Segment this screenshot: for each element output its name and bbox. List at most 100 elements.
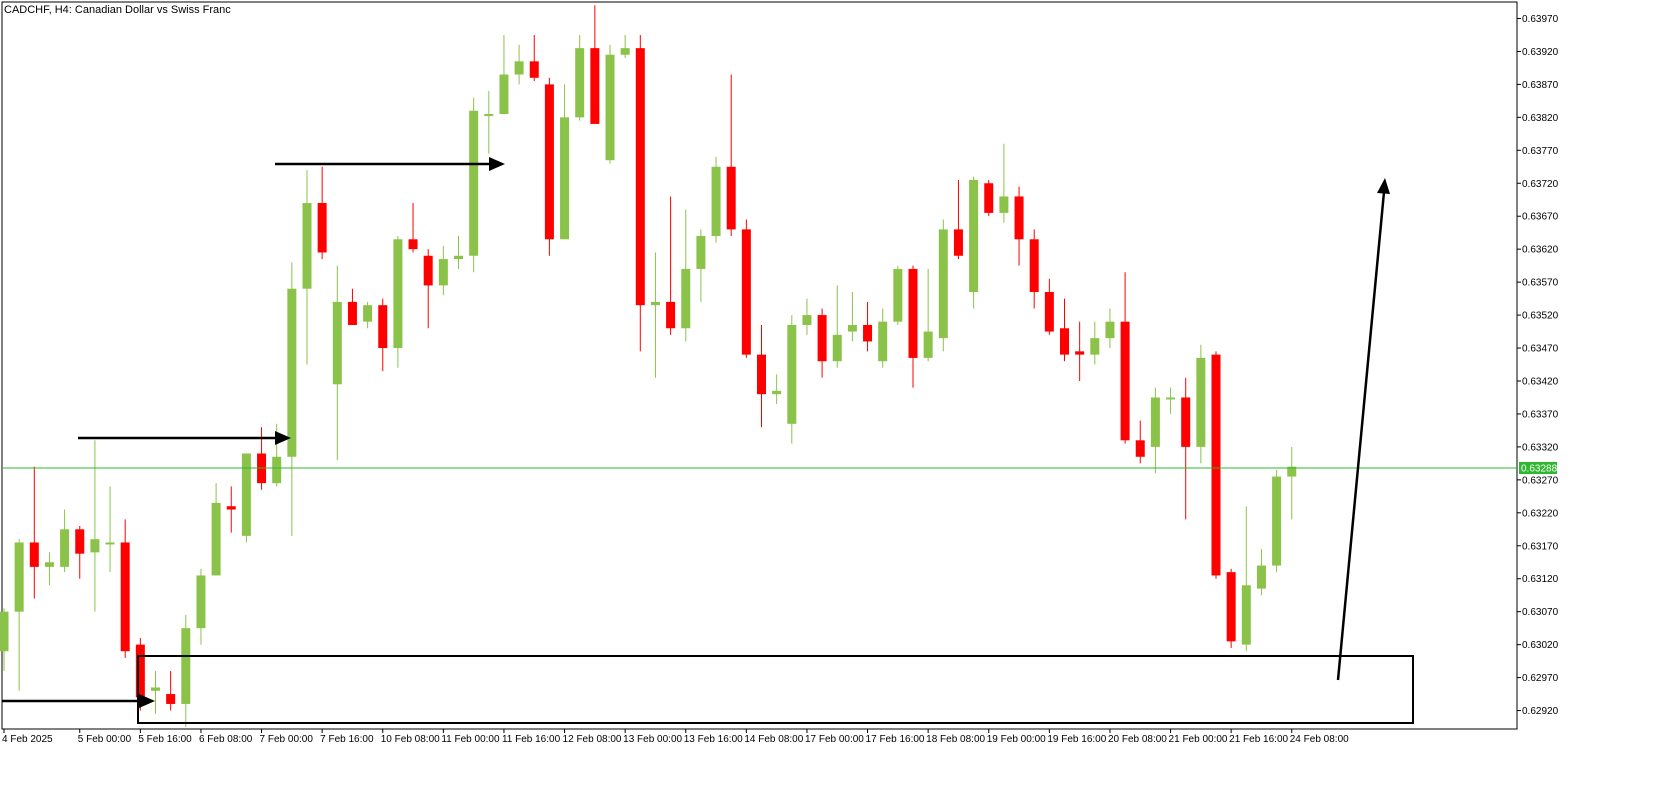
y-tick-label: 0.62920: [1522, 706, 1559, 717]
candle-body: [923, 331, 933, 358]
candle: [287, 262, 297, 536]
candle: [1029, 229, 1039, 309]
candle-body: [1241, 585, 1251, 645]
candle-body: [741, 229, 751, 355]
candle: [1287, 446, 1297, 520]
candle-body: [1044, 292, 1054, 332]
candle: [1256, 549, 1266, 596]
candle-body: [29, 542, 39, 567]
candle: [378, 298, 388, 372]
candle: [817, 308, 827, 378]
candle-body: [90, 539, 100, 553]
candles-layer: [0, 5, 1297, 728]
y-tick-label: 0.63070: [1522, 607, 1559, 618]
candle: [0, 608, 9, 671]
candle-body: [650, 301, 660, 306]
candle: [711, 156, 721, 243]
candle-body: [1014, 196, 1024, 240]
candle: [590, 5, 600, 124]
y-tick-label: 0.63420: [1522, 376, 1559, 387]
candle: [454, 235, 463, 269]
candle-body: [469, 110, 479, 256]
candle-body: [166, 694, 176, 704]
candle-body: [14, 542, 24, 612]
candle: [666, 196, 676, 335]
candle: [347, 288, 357, 325]
candle: [1135, 420, 1145, 464]
candle-body: [1150, 397, 1160, 447]
y-tick-label: 0.63270: [1522, 475, 1559, 486]
candle-body: [1226, 572, 1236, 642]
x-tick-label: 11 Feb 16:00: [502, 734, 561, 745]
candle-body: [484, 114, 494, 117]
candle-body: [666, 301, 676, 329]
x-tick-label: 10 Feb 08:00: [381, 734, 440, 745]
candle: [1150, 387, 1160, 474]
candle: [529, 34, 539, 82]
current-price-tag-bg: [1519, 461, 1557, 474]
x-tick-label: 17 Feb 00:00: [805, 734, 864, 745]
candle: [1272, 469, 1282, 573]
candle-body: [408, 239, 418, 250]
candle: [1044, 278, 1054, 335]
candle-body: [1211, 354, 1221, 576]
candle: [863, 301, 873, 352]
arrowhead-1: [489, 157, 505, 171]
candle-body: [272, 456, 282, 484]
candle: [908, 265, 918, 388]
candle-body: [832, 334, 842, 362]
candle: [772, 374, 782, 405]
candle: [832, 285, 842, 368]
candle: [1226, 568, 1236, 648]
x-tick-label: 21 Feb 00:00: [1169, 734, 1228, 745]
candle: [787, 315, 797, 444]
candle: [60, 509, 70, 573]
candle-body: [847, 324, 857, 332]
candle: [393, 235, 403, 368]
candle: [635, 34, 645, 352]
y-tick-label: 0.63320: [1522, 442, 1559, 453]
candle-body: [772, 390, 782, 395]
candle-body: [1166, 397, 1176, 400]
candle: [90, 440, 100, 612]
y-tick-label: 0.63570: [1522, 278, 1559, 289]
candle: [1105, 308, 1115, 349]
candle: [241, 453, 251, 543]
candle: [14, 539, 24, 691]
candle-body: [969, 179, 979, 293]
candle-body: [135, 644, 145, 698]
candle-body: [196, 575, 206, 629]
x-tick-label: 4 Feb 2025: [2, 734, 53, 745]
candle: [605, 44, 615, 164]
x-tick-label: 12 Feb 08:00: [563, 734, 622, 745]
candle-body: [120, 542, 130, 652]
candle: [878, 308, 888, 368]
candle-body: [817, 315, 827, 362]
y-tick-label: 0.63370: [1522, 409, 1559, 420]
candle: [999, 143, 1009, 223]
candle-body: [590, 48, 600, 124]
demand-zone-box: [137, 655, 1414, 724]
candle: [757, 324, 766, 428]
candle: [469, 97, 479, 273]
candle: [1120, 272, 1130, 444]
x-tick-label: 7 Feb 16:00: [320, 734, 374, 745]
x-tick-label: 13 Feb 16:00: [684, 734, 743, 745]
candle: [29, 466, 39, 599]
x-tick-label: 5 Feb 16:00: [138, 734, 192, 745]
price-axis: 0.63970 0.63920 0.63870 0.63820 0.63770 0.637…: [1517, 14, 1559, 717]
candle: [363, 301, 373, 329]
candle-body: [878, 321, 888, 362]
candle-body: [635, 48, 645, 306]
y-tick-label: 0.63470: [1522, 344, 1559, 355]
candle-body: [393, 239, 403, 349]
y-tick-label: 0.63770: [1522, 146, 1559, 157]
candle-body: [711, 166, 721, 236]
arrowhead-2: [275, 431, 291, 445]
candle: [681, 209, 691, 342]
candle: [423, 249, 433, 329]
x-tick-label: 7 Feb 00:00: [260, 734, 314, 745]
candle-body: [211, 502, 221, 576]
y-tick-label: 0.63520: [1522, 311, 1559, 322]
